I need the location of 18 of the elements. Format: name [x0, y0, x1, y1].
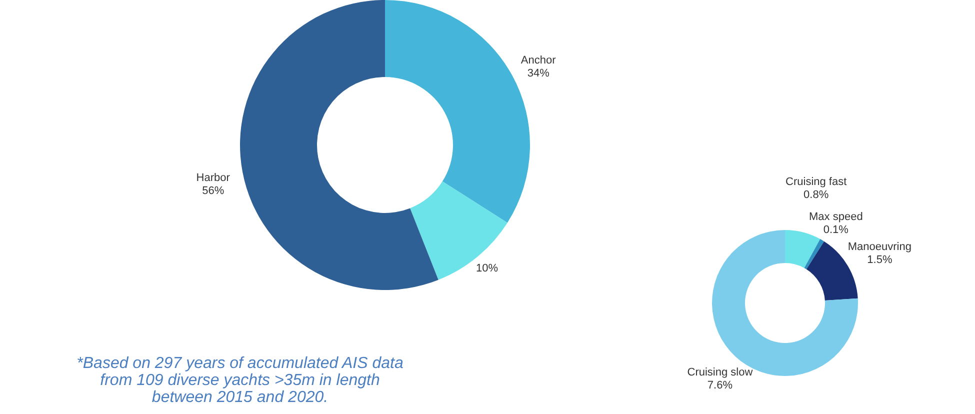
data-label: 1.5% [867, 254, 892, 266]
slice-label: Harbor [196, 172, 230, 184]
slice-label: Cruising fast [786, 176, 847, 188]
slice-label: Cruising slow [687, 366, 753, 378]
data-label: 7.6% [707, 379, 733, 392]
data-label: 0.1% [823, 224, 849, 236]
data-label: 10% [476, 262, 498, 274]
slice-label: Max speed [809, 210, 863, 223]
donut-slice [240, 0, 438, 290]
donut-slice [785, 230, 820, 268]
data-label: 0.8% [804, 188, 829, 201]
slice-label: Anchor [520, 54, 556, 67]
data-label: 56% [202, 184, 224, 197]
donut-slice [804, 239, 824, 270]
text: *Based on 297 years of accumulated AIS data from 109 diverse yachts >35m in length between 2015 and 2020. [76, 355, 404, 406]
slice-label: Manoeuvring [848, 241, 912, 254]
donut-slice [410, 181, 508, 280]
data-label: 34% [527, 68, 550, 80]
